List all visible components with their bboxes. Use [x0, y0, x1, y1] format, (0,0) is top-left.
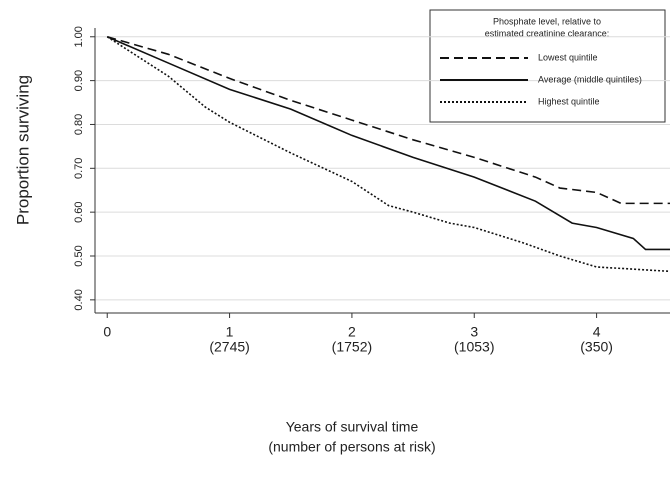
- survival-curve: [106, 36, 670, 273]
- y-axis-label: Proportion surviving: [13, 75, 32, 225]
- at-risk-label: (350): [580, 339, 613, 355]
- legend-box: [429, 9, 666, 123]
- y-tick-label: 1.00: [73, 26, 85, 47]
- x-tick-label: 0: [103, 324, 111, 340]
- x-axis-sublabel: (number of persons at risk): [268, 439, 435, 455]
- at-risk-label: (1053): [454, 339, 494, 355]
- y-tick-label: 0.80: [73, 114, 85, 135]
- survival-curve: [106, 36, 670, 251]
- y-tick-label: 0.60: [73, 201, 85, 222]
- y-tick-label: 0.50: [73, 245, 85, 266]
- at-risk-label: (1752): [332, 339, 372, 355]
- x-tick-label: 2: [348, 324, 356, 340]
- legend-label: Highest quintile: [538, 96, 600, 106]
- y-tick-label: 0.70: [73, 158, 85, 179]
- legend-label: Average (middle quintiles): [538, 74, 642, 84]
- x-axis-label: Years of survival time: [286, 419, 419, 435]
- survival-curve: [107, 36, 670, 205]
- x-tick-label: 3: [470, 324, 478, 340]
- at-risk-label: (2745): [209, 339, 249, 355]
- y-tick-label: 0.40: [73, 289, 85, 310]
- legend-title: estimated creatinine clearance:: [485, 28, 610, 38]
- x-tick-label: 4: [593, 324, 601, 340]
- y-tick-label: 0.90: [73, 70, 85, 91]
- legend-label: Lowest quintile: [538, 52, 598, 62]
- x-tick-label: 1: [226, 324, 234, 340]
- legend-title: Phosphate level, relative to: [493, 16, 601, 26]
